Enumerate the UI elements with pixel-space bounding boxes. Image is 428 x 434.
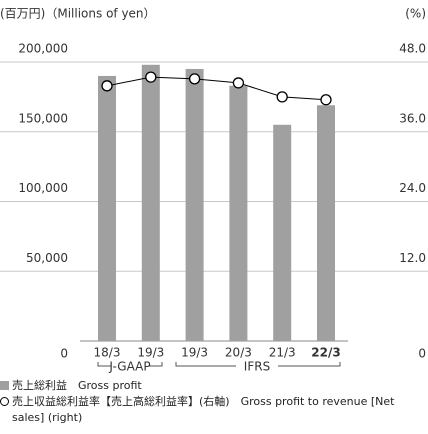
marker bbox=[101, 80, 113, 92]
bar bbox=[141, 64, 160, 341]
ifrs-bracket bbox=[175, 362, 341, 367]
legend-item: 売上収益総利益率【売上高総利益率】(右軸) Gross profit to re… bbox=[0, 394, 428, 426]
bar bbox=[273, 124, 292, 342]
x-tick-label: 22/3 bbox=[311, 346, 340, 360]
y2-tick-label: 36.0 bbox=[399, 111, 426, 125]
y-tick-label: 100,000 bbox=[18, 181, 68, 195]
marker bbox=[188, 73, 201, 85]
legend-label: 売上総利益 Gross profit bbox=[12, 379, 142, 392]
bar bbox=[229, 85, 248, 341]
bar bbox=[98, 75, 116, 341]
y2-tick-label: 48.0 bbox=[399, 42, 426, 56]
marker bbox=[145, 71, 157, 83]
y2-tick-label: 24.0 bbox=[399, 181, 426, 195]
y-tick-label: 150,000 bbox=[18, 111, 68, 125]
x-tick-label: 20/3 bbox=[225, 346, 252, 360]
bracket bbox=[97, 362, 341, 367]
legend-swatch bbox=[0, 381, 9, 390]
marker bbox=[320, 94, 332, 106]
x-tick-label: 19/3 bbox=[181, 346, 208, 360]
chart: (百万円)（Millions of yen） (%) J-GAAP IFRS 0… bbox=[0, 7, 428, 374]
y-axis-label: (百万円)（Millions of yen） bbox=[0, 7, 156, 21]
period-label: IFRS bbox=[244, 360, 270, 374]
legend: 売上総利益 Gross profit 売上収益総利益率【売上高総利益率】(右軸) … bbox=[0, 378, 428, 426]
j-gaap-bracket bbox=[97, 362, 163, 367]
y-tick-label: 0 bbox=[60, 347, 68, 361]
legend-item: 売上総利益 Gross profit bbox=[0, 378, 428, 394]
x-tick-label: 19/3 bbox=[137, 346, 164, 360]
legend-label: 売上収益総利益率【売上高総利益率】(右軸) Gross profit to re… bbox=[12, 395, 395, 424]
bar bbox=[185, 68, 204, 341]
x-tick-label: 21/3 bbox=[269, 346, 296, 360]
y2-tick-label: 12.0 bbox=[399, 251, 426, 265]
y-tick-label: 50,000 bbox=[26, 251, 68, 265]
marker bbox=[276, 91, 288, 103]
legend-swatch bbox=[0, 397, 9, 406]
marker bbox=[232, 77, 245, 89]
line bbox=[106, 76, 327, 101]
period-label: J-GAAP bbox=[108, 360, 150, 374]
bar bbox=[317, 105, 335, 342]
y2-tick-label: 0 bbox=[418, 347, 426, 361]
y-tick-label: 200,000 bbox=[18, 42, 68, 56]
x-tick-label: 18/3 bbox=[94, 346, 121, 360]
y2-axis-label: (%) bbox=[405, 7, 426, 21]
